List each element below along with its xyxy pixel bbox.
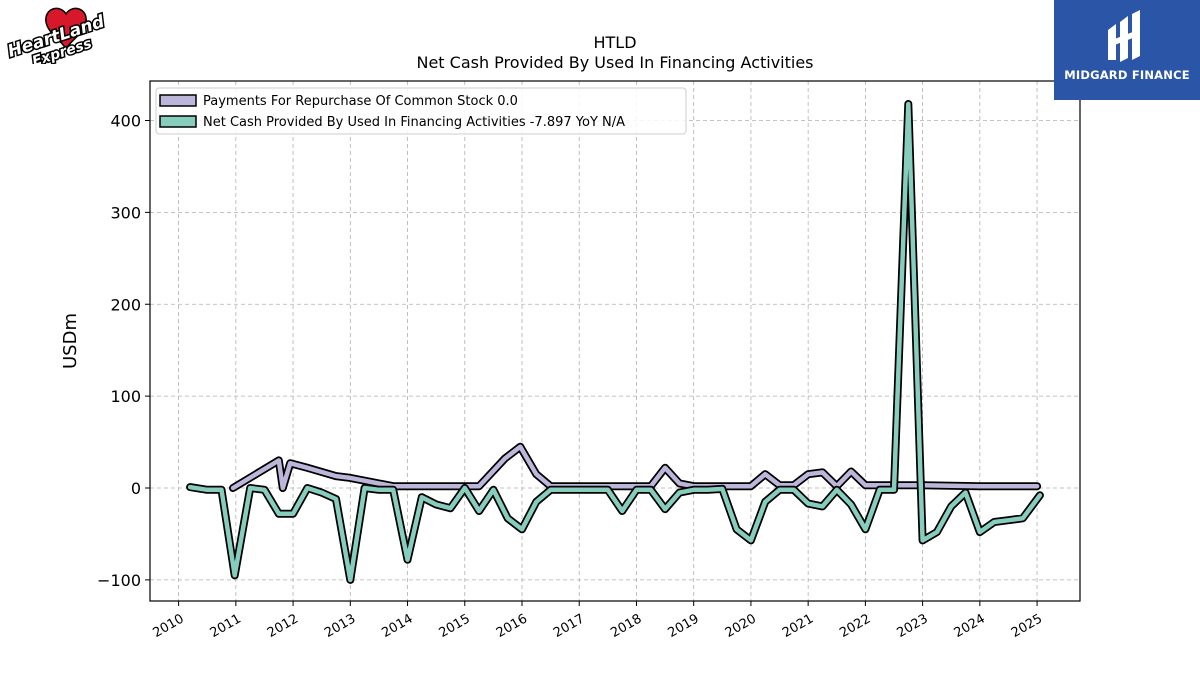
x-tick-label: 2021 bbox=[780, 611, 816, 641]
midgard-mark-icon bbox=[1108, 10, 1140, 62]
midgard-brand-text: MIDGARD FINANCE bbox=[1064, 68, 1190, 82]
y-tick-label: 100 bbox=[110, 387, 141, 406]
legend-swatch-repurchase bbox=[159, 94, 197, 107]
series-layer bbox=[186, 100, 1044, 584]
x-tick-label: 2011 bbox=[208, 611, 244, 641]
x-tick-label: 2015 bbox=[437, 611, 473, 641]
heart-icon bbox=[45, 7, 87, 51]
x-tick-label: 2012 bbox=[265, 611, 301, 641]
y-tick-label: 200 bbox=[110, 295, 141, 314]
x-tick-label: 2014 bbox=[379, 611, 415, 641]
x-tick-label: 2016 bbox=[494, 611, 530, 641]
plot-frame bbox=[149, 80, 1081, 602]
x-tick-label: 2013 bbox=[322, 611, 358, 641]
legend: Payments For Repurchase Of Common Stock … bbox=[155, 87, 687, 135]
grid bbox=[150, 81, 1080, 601]
y-tick-label: 400 bbox=[110, 112, 141, 131]
y-tick-label: 300 bbox=[110, 203, 141, 222]
chart-title: HTLD bbox=[593, 33, 636, 52]
x-tick-label: 2010 bbox=[150, 611, 186, 641]
y-axis-label: USDm bbox=[60, 313, 81, 369]
y-tick-label: −100 bbox=[97, 571, 141, 590]
heartland-express-logo: HeartLand Express bbox=[4, 6, 122, 71]
x-tick-label: 2025 bbox=[1009, 611, 1045, 641]
legend-swatch-financing bbox=[159, 115, 197, 128]
legend-label-financing: Net Cash Provided By Used In Financing A… bbox=[203, 115, 625, 130]
x-tick-label: 2017 bbox=[551, 611, 587, 641]
legend-label-repurchase: Payments For Repurchase Of Common Stock … bbox=[203, 94, 518, 109]
midgard-finance-logo: MIDGARD FINANCE bbox=[1054, 0, 1200, 100]
x-tick-label: 2019 bbox=[666, 611, 702, 641]
chart-subtitle: Net Cash Provided By Used In Financing A… bbox=[416, 53, 813, 72]
x-tick-label: 2018 bbox=[608, 611, 644, 641]
legend-box bbox=[155, 87, 687, 135]
y-tick-label: 0 bbox=[131, 479, 141, 498]
x-tick-label: 2022 bbox=[837, 611, 873, 641]
x-tick-label: 2023 bbox=[894, 611, 930, 641]
x-tick-label: 2020 bbox=[723, 611, 759, 641]
x-tick-label: 2024 bbox=[952, 611, 988, 641]
financing-series-line bbox=[186, 100, 1044, 584]
